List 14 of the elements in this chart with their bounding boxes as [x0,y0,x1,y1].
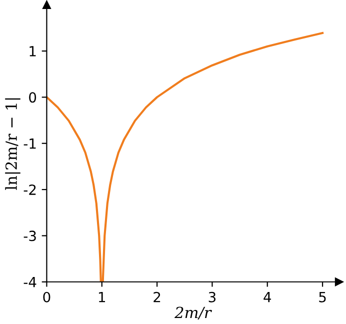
y-tick-label: -2 [24,184,36,195]
y-tick-label: 0 [29,92,36,103]
x-tick-label: 2 [154,292,160,302]
y-tick-label: -1 [24,138,36,149]
x-axis-title: 2m/r [174,306,212,320]
x-tick-label: 0 [43,292,50,302]
x-tick-label: 1 [98,292,106,302]
y-axis-title: ln|2m/r − 1| [5,98,20,190]
x-tick-label: 5 [319,292,326,302]
y-tick-label: -4 [24,277,36,288]
x-tick-label: 3 [208,292,216,302]
y-tick-label: 1 [30,46,36,56]
y-tick-label: -3 [24,230,36,242]
x-tick-label: 4 [264,292,272,302]
